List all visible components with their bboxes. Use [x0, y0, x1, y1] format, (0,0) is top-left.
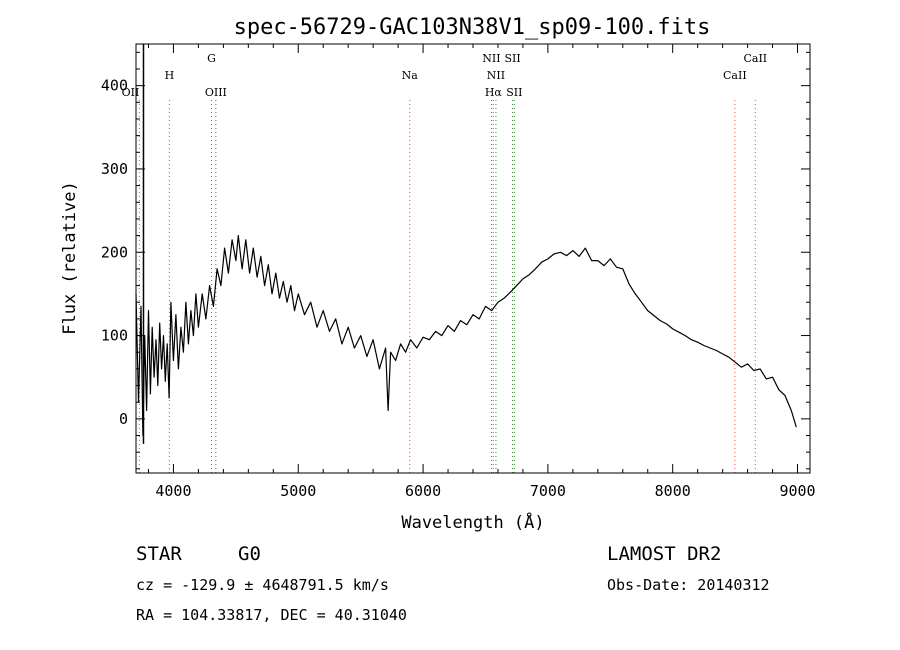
spectral-line-label: SII — [506, 86, 522, 99]
spectral-line-label: OII — [122, 86, 140, 99]
x-tick-label: 5000 — [280, 482, 316, 500]
spectral-line-label: NII — [482, 52, 500, 65]
x-tick-label: 4000 — [155, 482, 191, 500]
spectral-line-label: CaII — [743, 52, 767, 65]
x-axis-label: Wavelength (Å) — [401, 511, 544, 533]
x-tick-label: 8000 — [655, 482, 691, 500]
spectral-line-label: G — [207, 52, 216, 65]
survey-label: LAMOST DR2 — [607, 543, 721, 565]
flux-series — [135, 44, 797, 444]
plot-frame — [135, 43, 811, 474]
chart-title: spec-56729-GAC103N38V1_sp09-100.fits — [234, 15, 711, 40]
flux-line — [135, 235, 797, 437]
redshift-velocity: cz = -129.9 ± 4648791.5 km/s — [136, 576, 389, 594]
y-tick-label: 300 — [101, 160, 128, 178]
x-tick-label: 9000 — [779, 482, 815, 500]
object-class: STAR — [136, 543, 182, 565]
x-tick-label: 6000 — [405, 482, 441, 500]
spectral-line-label: Hα — [485, 86, 503, 99]
y-tick-label: 100 — [101, 327, 128, 345]
x-tick-label: 7000 — [530, 482, 566, 500]
sky-coordinates: RA = 104.33817, DEC = 40.31040 — [136, 606, 407, 624]
spectral-line-label: CaII — [723, 69, 747, 82]
spectral-line-label: H — [165, 69, 175, 82]
spectral-line-label: NII — [487, 69, 505, 82]
y-tick-label: 400 — [101, 77, 128, 95]
y-tick-label: 0 — [119, 410, 128, 428]
spectral-line-label: Na — [402, 69, 419, 82]
y-axis-label: Flux (relative) — [60, 181, 80, 335]
spectral-line-label: OIII — [205, 86, 227, 99]
y-tick-label: 200 — [101, 243, 128, 261]
observation-date: Obs-Date: 20140312 — [607, 576, 770, 594]
spectral-line-label: SII — [504, 52, 520, 65]
axis-ticks: 4000 5000 6000 7000 8000 9000 0 100 200 300 400 — [101, 44, 816, 500]
object-subclass: G0 — [238, 543, 261, 565]
